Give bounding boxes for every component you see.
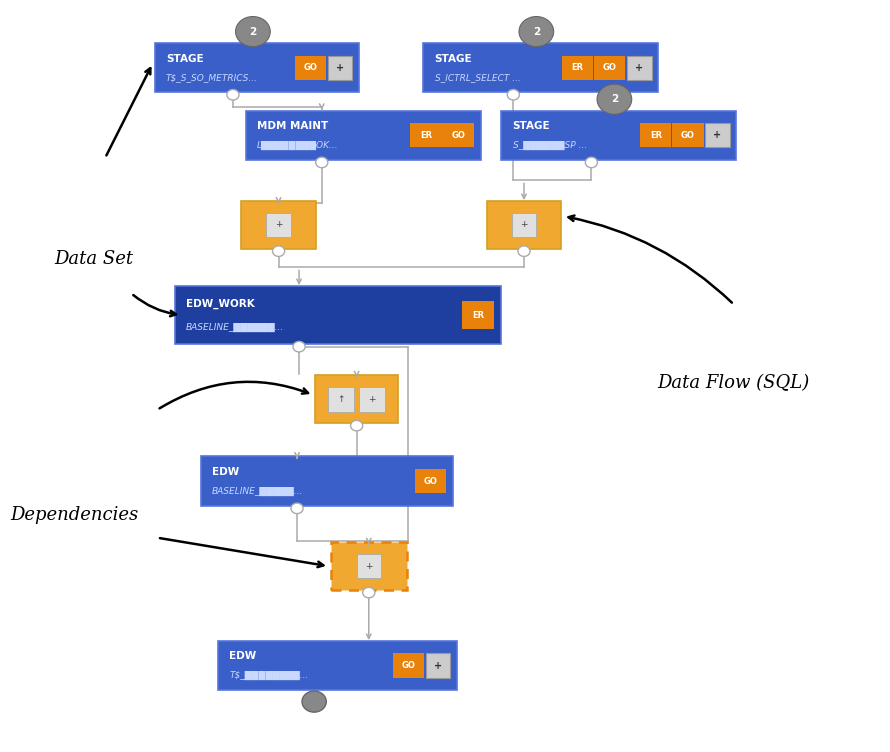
Text: EDW: EDW bbox=[229, 651, 256, 662]
FancyBboxPatch shape bbox=[415, 469, 446, 493]
Text: ↑: ↑ bbox=[337, 395, 344, 404]
Text: S_ICTRL_SELECT ...: S_ICTRL_SELECT ... bbox=[434, 73, 521, 82]
Circle shape bbox=[272, 246, 285, 256]
Text: ER: ER bbox=[420, 131, 432, 140]
Text: T$_████████...: T$_████████... bbox=[229, 671, 309, 680]
Text: ER: ER bbox=[571, 63, 584, 72]
FancyBboxPatch shape bbox=[627, 56, 651, 80]
Text: +: + bbox=[368, 395, 376, 404]
FancyBboxPatch shape bbox=[315, 375, 398, 423]
Text: GO: GO bbox=[603, 63, 617, 72]
Text: +: + bbox=[275, 220, 282, 229]
Text: ER: ER bbox=[650, 131, 662, 140]
Circle shape bbox=[351, 420, 363, 431]
FancyBboxPatch shape bbox=[442, 123, 473, 147]
FancyBboxPatch shape bbox=[424, 43, 659, 92]
FancyBboxPatch shape bbox=[705, 123, 730, 147]
FancyBboxPatch shape bbox=[241, 201, 316, 249]
Text: +: + bbox=[635, 62, 643, 73]
FancyBboxPatch shape bbox=[360, 387, 385, 412]
FancyBboxPatch shape bbox=[155, 43, 360, 92]
Text: Dependencies: Dependencies bbox=[11, 506, 139, 524]
FancyBboxPatch shape bbox=[328, 387, 354, 412]
FancyBboxPatch shape bbox=[295, 56, 327, 80]
FancyBboxPatch shape bbox=[672, 123, 703, 147]
Circle shape bbox=[507, 89, 520, 100]
FancyBboxPatch shape bbox=[501, 111, 737, 160]
Text: 2: 2 bbox=[533, 26, 540, 37]
FancyBboxPatch shape bbox=[595, 56, 626, 80]
FancyBboxPatch shape bbox=[200, 456, 453, 506]
Text: S_██████SP ...: S_██████SP ... bbox=[513, 141, 587, 150]
FancyBboxPatch shape bbox=[330, 542, 407, 590]
Text: EDW: EDW bbox=[212, 467, 239, 478]
Text: EDW_WORK: EDW_WORK bbox=[186, 299, 255, 309]
Text: STAGE: STAGE bbox=[434, 53, 473, 64]
FancyBboxPatch shape bbox=[393, 653, 425, 678]
Text: GO: GO bbox=[681, 131, 695, 140]
Text: +: + bbox=[434, 660, 442, 671]
FancyBboxPatch shape bbox=[246, 111, 481, 160]
FancyBboxPatch shape bbox=[426, 653, 450, 678]
Text: GO: GO bbox=[303, 63, 318, 72]
FancyBboxPatch shape bbox=[463, 301, 494, 329]
Text: 2: 2 bbox=[249, 26, 256, 37]
Text: T$_S_SO_METRICS...: T$_S_SO_METRICS... bbox=[166, 73, 258, 82]
Text: Data Set: Data Set bbox=[54, 250, 134, 268]
Circle shape bbox=[236, 17, 271, 47]
Text: BASELINE_██████...: BASELINE_██████... bbox=[186, 323, 284, 332]
Text: Data Flow (SQL): Data Flow (SQL) bbox=[658, 374, 810, 393]
Text: ER: ER bbox=[472, 311, 484, 320]
Circle shape bbox=[293, 341, 305, 352]
Circle shape bbox=[316, 157, 328, 168]
Text: BASELINE_█████...: BASELINE_█████... bbox=[212, 487, 303, 496]
Circle shape bbox=[518, 246, 530, 256]
FancyBboxPatch shape bbox=[357, 554, 381, 578]
Text: STAGE: STAGE bbox=[513, 121, 550, 132]
Text: STAGE: STAGE bbox=[166, 53, 204, 64]
FancyBboxPatch shape bbox=[328, 56, 352, 80]
Circle shape bbox=[586, 157, 597, 168]
FancyBboxPatch shape bbox=[218, 641, 457, 690]
Circle shape bbox=[227, 89, 239, 100]
FancyBboxPatch shape bbox=[512, 213, 536, 237]
Text: GO: GO bbox=[424, 477, 437, 486]
Circle shape bbox=[519, 17, 554, 47]
Circle shape bbox=[291, 503, 303, 514]
Circle shape bbox=[302, 691, 327, 712]
Text: GO: GO bbox=[451, 131, 465, 140]
FancyBboxPatch shape bbox=[640, 123, 671, 147]
FancyBboxPatch shape bbox=[266, 213, 291, 237]
Text: +: + bbox=[336, 62, 344, 73]
FancyBboxPatch shape bbox=[562, 56, 594, 80]
Text: L████████OK...: L████████OK... bbox=[257, 141, 338, 150]
Circle shape bbox=[597, 84, 632, 114]
FancyBboxPatch shape bbox=[174, 286, 500, 344]
Text: +: + bbox=[714, 130, 722, 141]
FancyBboxPatch shape bbox=[410, 123, 441, 147]
FancyBboxPatch shape bbox=[487, 201, 562, 249]
Text: +: + bbox=[521, 220, 528, 229]
Circle shape bbox=[363, 587, 375, 598]
Text: GO: GO bbox=[401, 661, 416, 670]
Text: MDM MAINT: MDM MAINT bbox=[257, 121, 328, 132]
Text: +: + bbox=[365, 562, 373, 571]
Text: 2: 2 bbox=[611, 94, 618, 105]
